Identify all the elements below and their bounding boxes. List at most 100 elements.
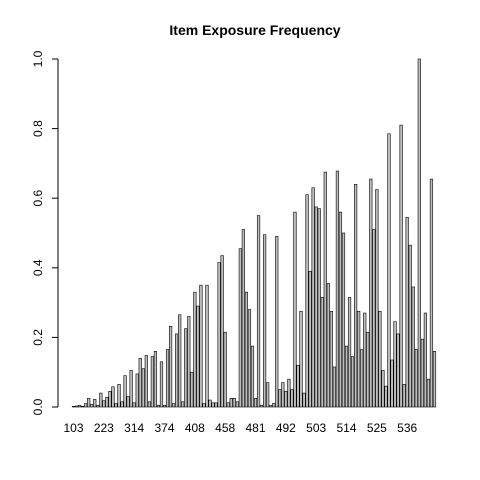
bar	[269, 404, 273, 408]
bar	[390, 359, 394, 408]
bar	[272, 403, 276, 408]
bar	[196, 305, 200, 408]
bar	[275, 236, 279, 408]
bar	[344, 345, 349, 408]
y-tick-label: 1.0	[31, 50, 45, 67]
bar	[354, 183, 358, 408]
bar	[302, 392, 306, 408]
bar	[256, 215, 261, 408]
bar	[366, 331, 370, 408]
bar	[168, 325, 173, 408]
bar	[96, 404, 100, 408]
bar	[153, 351, 158, 408]
bar	[299, 310, 303, 408]
bar	[84, 403, 88, 408]
bar	[308, 270, 312, 408]
bar	[244, 291, 249, 408]
bar	[229, 397, 233, 408]
bar	[326, 283, 330, 408]
bar	[187, 316, 191, 408]
bar	[426, 378, 431, 408]
bar	[250, 345, 255, 408]
bar	[241, 229, 245, 408]
x-axis-labels: 103 223 314 374 408 458 481 492 503 514 525 536	[64, 421, 418, 435]
bar	[247, 309, 252, 408]
bar	[420, 338, 424, 408]
bar	[132, 402, 136, 408]
bar	[90, 403, 94, 408]
bar	[378, 310, 382, 408]
bar	[432, 351, 437, 408]
bar	[135, 373, 139, 408]
x-tick-label: 492	[276, 421, 296, 435]
x-tick-label: 514	[337, 421, 357, 435]
bar	[123, 375, 127, 408]
bar	[278, 389, 282, 408]
bar	[393, 321, 397, 408]
bar	[214, 402, 218, 408]
bar	[360, 349, 364, 408]
x-tick-label: 103	[64, 421, 84, 435]
bar	[287, 378, 291, 408]
bar	[126, 396, 130, 408]
bar	[141, 368, 145, 408]
bar	[150, 356, 154, 408]
bar	[405, 217, 409, 408]
bar	[138, 357, 142, 408]
y-tick-label: 0.4	[31, 259, 45, 276]
bar	[290, 389, 294, 408]
bar	[93, 399, 97, 408]
bar	[350, 356, 355, 408]
bar	[341, 232, 346, 408]
bar	[305, 194, 309, 408]
bar	[311, 187, 315, 408]
bar	[314, 206, 318, 408]
bar	[375, 189, 379, 408]
bar	[87, 397, 91, 408]
bar	[165, 349, 170, 408]
bar	[144, 355, 148, 408]
bar	[111, 386, 115, 408]
bar	[281, 382, 285, 408]
x-tick-label: 481	[246, 421, 266, 435]
bar	[411, 286, 415, 408]
y-tick-label: 0.6	[31, 190, 45, 207]
bar	[178, 314, 182, 408]
bar	[129, 370, 133, 408]
x-tick-label: 408	[185, 421, 205, 435]
x-tick-label: 536	[397, 421, 417, 435]
bar	[147, 401, 151, 408]
bar	[159, 361, 164, 408]
bar	[105, 396, 109, 408]
bar	[108, 391, 112, 408]
bar	[399, 124, 403, 408]
bar	[329, 310, 333, 408]
bar	[259, 404, 264, 408]
bar	[74, 405, 79, 408]
bar	[190, 371, 194, 408]
bar	[217, 262, 221, 408]
bar	[205, 284, 209, 408]
bar	[253, 397, 258, 408]
bar	[332, 366, 336, 408]
bar	[220, 255, 224, 408]
x-tick-label: 458	[215, 421, 235, 435]
bar	[347, 297, 352, 408]
bar	[429, 178, 434, 408]
bar	[199, 284, 203, 408]
bar	[266, 382, 270, 408]
bar	[172, 403, 176, 408]
bar	[232, 397, 236, 408]
bar	[363, 312, 367, 408]
bar	[120, 401, 124, 408]
bar	[156, 404, 161, 408]
bar	[102, 400, 106, 408]
x-tick-label: 374	[155, 421, 175, 435]
bar	[117, 384, 121, 408]
bar	[226, 402, 230, 408]
x-tick-label: 503	[306, 421, 326, 435]
bar	[235, 401, 239, 408]
bar	[317, 208, 321, 408]
bar	[293, 211, 297, 408]
